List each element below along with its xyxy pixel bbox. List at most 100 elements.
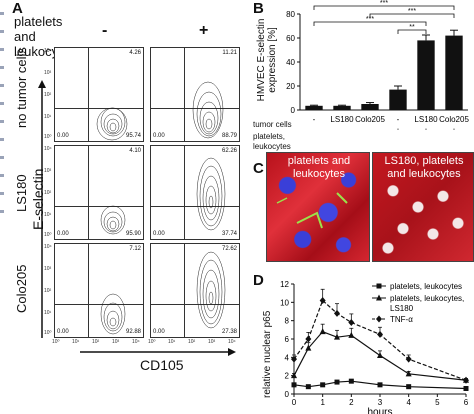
facs-x-tick: 10¹ [72,339,80,345]
panel-d-x-tick-label: 2 [349,398,354,407]
panel-b-bar [305,105,323,110]
panel-d-data-point [348,378,354,384]
quadrant-h-line [151,206,239,207]
legend-label: LS180 [390,304,414,313]
significance-stars: ** [409,24,415,31]
panel-b-platelet-indicator: + [423,126,428,130]
row-label-no-tumor: no tumor cells [14,47,29,128]
left-edge-strip [0,0,8,414]
quadrant-ur-value: 72.62 [221,246,237,252]
panel-d-y-tick-label: 6 [285,335,290,344]
facs-plot: 7.12 0.00 92.88 [54,243,144,338]
facs-y-tick: 10⁰ [44,232,52,238]
panel-b-ylabel-line1: HMVEC E-selectin [256,18,267,102]
facs-x-tick: 10⁰ [52,339,60,345]
quadrant-lr-value: 88.79 [221,133,237,139]
significance-stars: *** [366,16,374,23]
quadrant-lr-value: 27.38 [221,329,237,335]
panel-b-letter: B [253,0,264,17]
facs-y-tick: 10⁰ [44,134,52,140]
panel-d-x-tick-label: 4 [406,398,411,407]
panel-d-x-tick-label: 5 [435,398,440,407]
legend-marker [376,283,382,289]
facs-y-tick: 10¹ [44,212,52,218]
panel-d-data-point [291,355,297,363]
panel-d-y-tick-label: 4 [285,353,290,362]
panel-b-platelet-indicator: + [451,126,456,130]
facs-x-tick: 10⁴ [132,339,140,345]
micrograph-platelets-leukocytes: platelets and leukocytes [266,152,370,262]
quadrant-ll-value: 0.00 [57,231,69,237]
panel-b-row2-label-line2: leukocytes [253,142,291,151]
legend-label: TNF-α [390,315,413,324]
quadrant-v-line [88,244,89,337]
quadrant-lr-value: 95.90 [125,231,141,237]
facs-y-tick: 10³ [44,70,52,76]
contour-density [100,293,126,335]
micrograph-ls180-platelets-leukocytes: LS180, platelets and leukocytes [372,152,474,262]
significance-stars: *** [408,8,416,15]
panel-b-ylabel-line2: expression [%] [267,27,278,93]
y-axis-arrow [38,80,46,338]
panel-d-x-tick-label: 1 [320,398,325,407]
facs-y-tick: 10² [44,288,52,294]
contour-density [196,157,226,231]
quadrant-lr-value: 95.74 [125,133,141,139]
quadrant-lr-value: 92.88 [125,329,141,335]
panel-d-data-point [305,384,311,390]
quadrant-ll-value: 0.00 [57,329,69,335]
quadrant-v-line [184,146,185,239]
quadrant-ll-value: 0.00 [153,133,165,139]
contour-density [96,107,128,141]
facs-x-tick: 10³ [112,339,120,345]
panel-d-data-point [405,370,412,377]
panel-b-row1-label: tumor cells [253,120,292,129]
facs-y-tick: 10² [44,92,52,98]
panel-b-platelet-indicator: + [395,126,400,130]
panel-b-category-label: Colo205 [355,115,385,124]
contour-density [100,205,126,235]
quadrant-h-line [55,206,143,207]
panel-d-data-point [406,384,412,390]
quadrant-v-line [184,48,185,141]
panel-d-x-tick-label: 3 [378,398,383,407]
x-axis-arrow [80,348,236,356]
panel-d-data-point [348,331,355,338]
legend-label: platelets, leukocytes, [390,294,464,303]
facs-y-tick: 10⁴ [44,146,52,152]
panel-b-y-tick-label: 40 [286,58,295,67]
micrograph-left-label-line2: leukocytes [293,168,345,180]
facs-y-tick: 10³ [44,168,52,174]
row-label-ls180: LS180 [14,174,29,212]
panel-d-data-point [405,355,412,363]
panel-d-y-tick-label: 2 [285,372,290,381]
facs-y-tick: 10¹ [44,310,52,316]
panel-d-x-tick-label: 6 [464,398,469,407]
panel-b-row2-label: platelets, leukocytes [253,132,291,152]
panel-d-data-point [463,386,469,391]
micrograph-right-label: LS180, platelets and leukocytes [373,155,473,181]
significance-bracket [313,5,455,10]
significance-bracket [397,29,427,34]
significance-stars: *** [380,0,388,7]
col-plus-label: + [199,22,209,39]
quadrant-ur-value: 11.21 [222,50,237,56]
panel-d-ylabel: relative nuclear p65 [262,310,273,398]
panel-b-platelet-indicator: - [369,126,372,130]
micrograph-left-label-line1: platelets and [287,155,351,167]
panel-d-xlabel: hours [367,407,392,414]
panel-b-category-label: LS180 [330,115,354,124]
col-minus-label: - [102,22,108,39]
micrograph-right-label-line1: LS180, platelets [384,155,464,167]
panel-d-data-point [377,330,383,338]
panel-d-y-tick-label: 8 [285,317,290,326]
panel-d-x-tick-label: 0 [292,398,297,407]
facs-x-tick: 10² [188,339,196,345]
panel-a-letter: A [12,0,23,17]
quadrant-ll-value: 0.00 [153,329,165,335]
panel-d-data-point [320,382,326,388]
quadrant-h-line [151,108,239,109]
quadrant-ur-value: 62.26 [221,148,237,154]
contour-density [192,81,224,139]
